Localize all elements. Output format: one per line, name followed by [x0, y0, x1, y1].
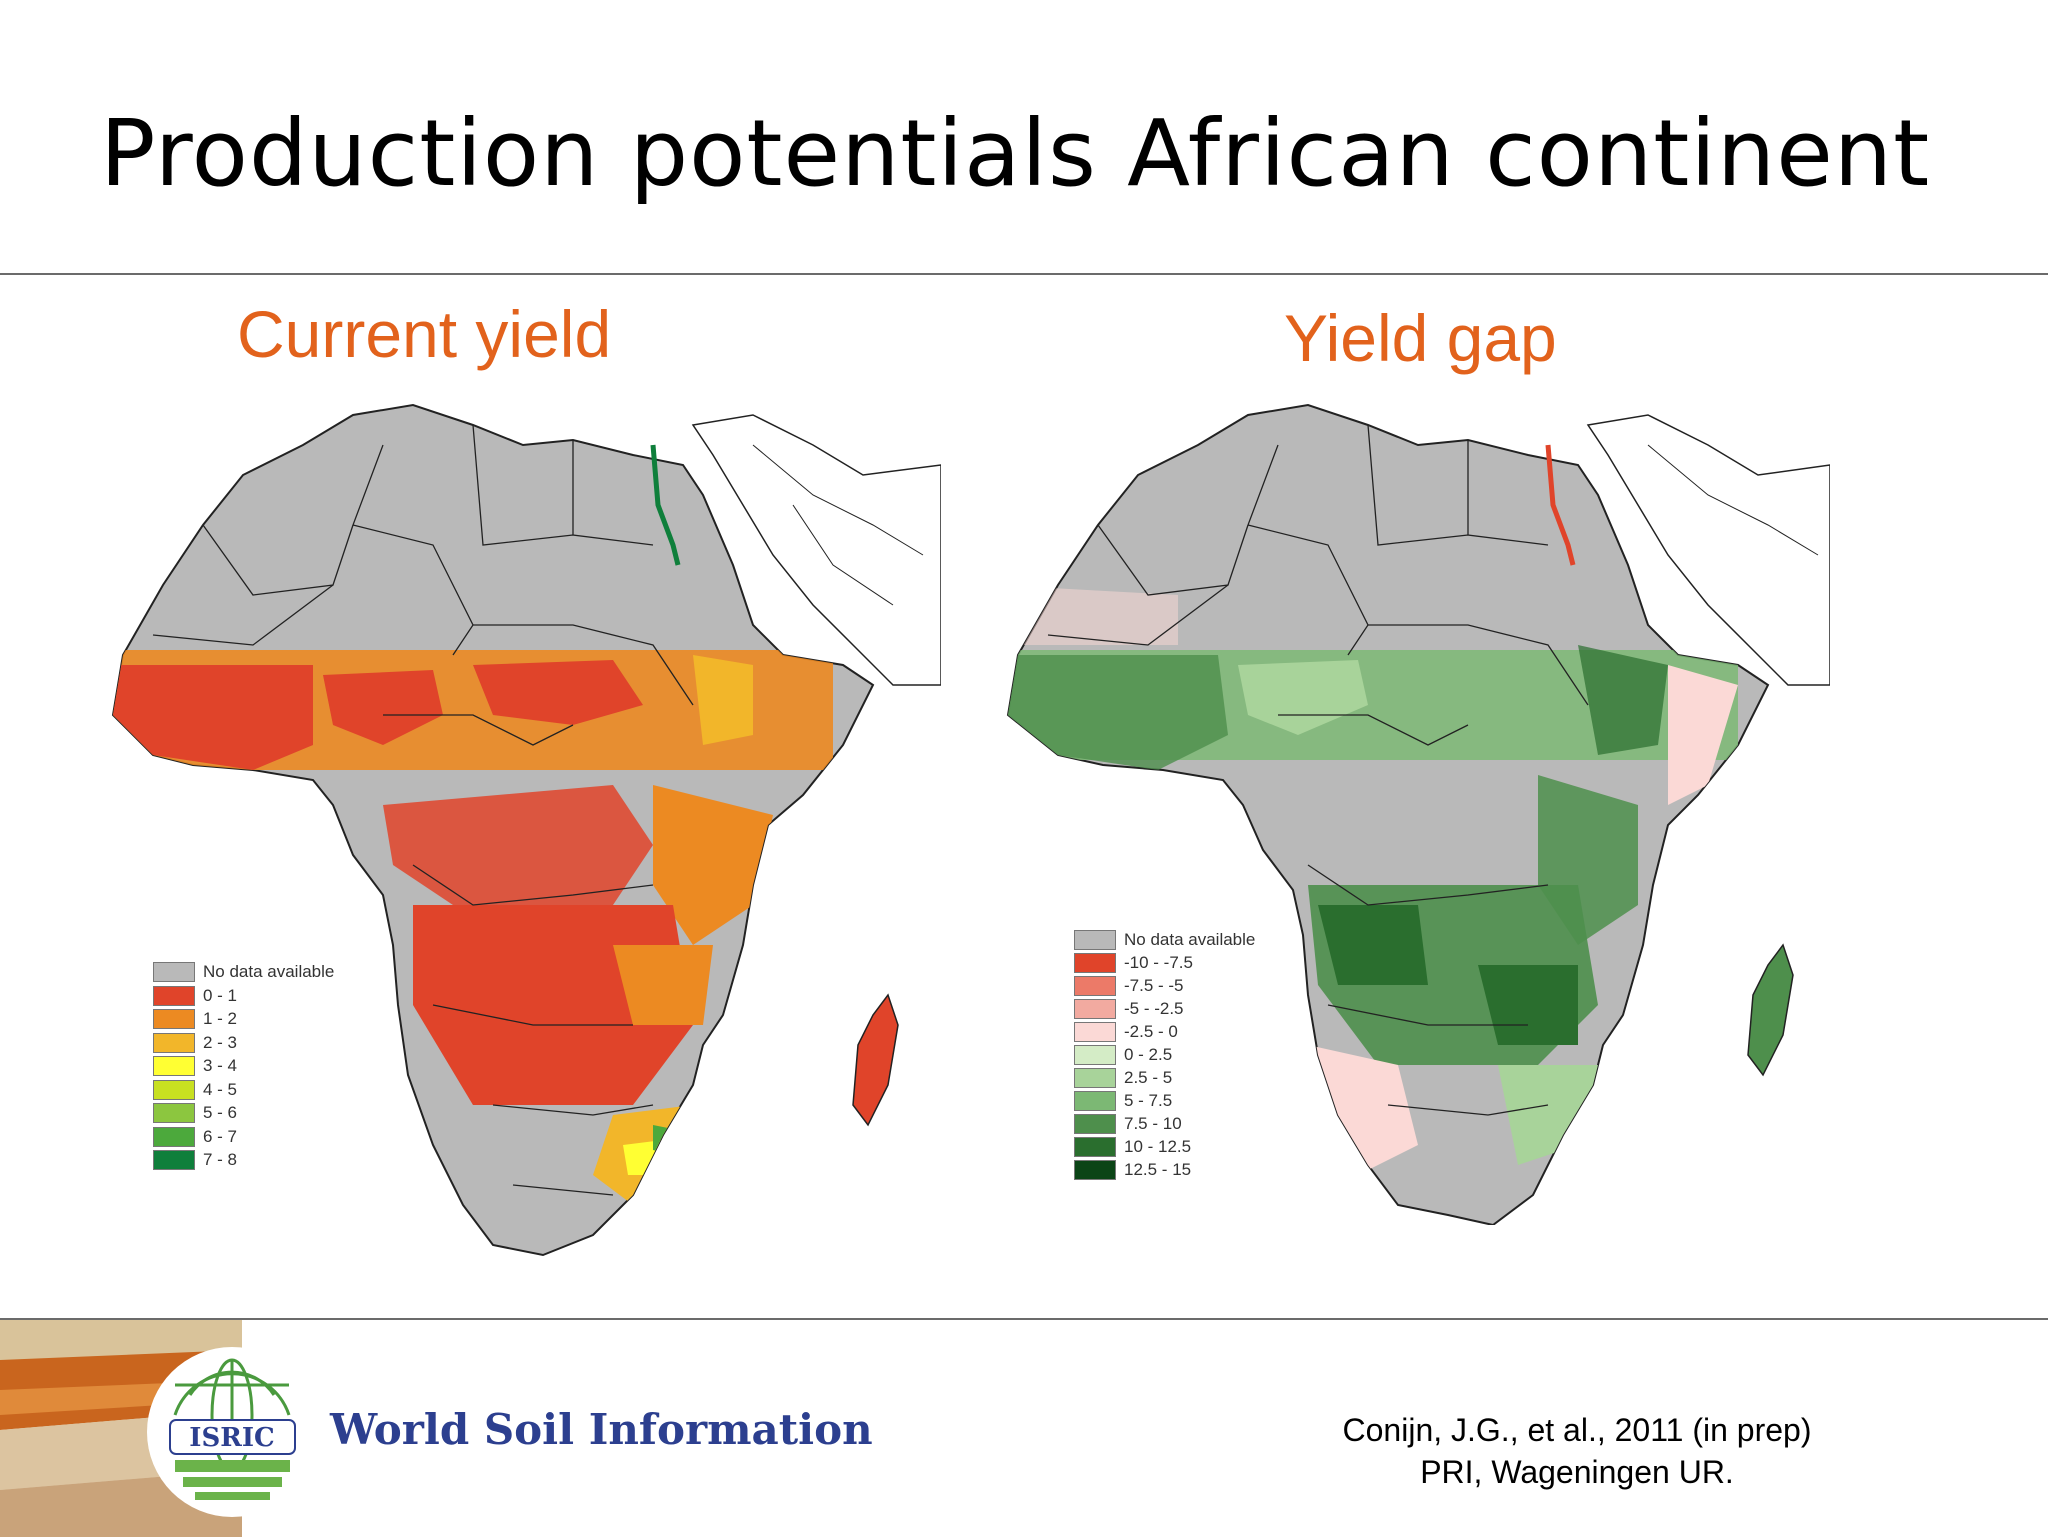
- legend-swatch: [1074, 930, 1116, 950]
- legend-label: 7 - 8: [203, 1150, 238, 1169]
- citation-line-1: Conijn, J.G., et al., 2011 (in prep): [1342, 1412, 1812, 1448]
- legend-swatch: [153, 1103, 195, 1123]
- arabian-peninsula-outline: [691, 414, 941, 686]
- legend-swatch: [153, 1150, 195, 1170]
- legend-label: -2.5 - 0: [1124, 1022, 1178, 1041]
- legend-label: 5 - 6: [203, 1103, 238, 1122]
- legend-label: 12.5 - 15: [1124, 1160, 1192, 1179]
- yield-region: [473, 660, 643, 725]
- yield-region: [613, 945, 713, 1025]
- legend-swatch: [1074, 1160, 1116, 1180]
- isric-logo: ISRIC: [147, 1347, 317, 1517]
- yield-gap-map: [978, 385, 1830, 1225]
- current-yield-map: [53, 385, 941, 1265]
- legend-swatch: [153, 1032, 195, 1053]
- citation-line-2: PRI, Wageningen UR.: [1420, 1454, 1734, 1490]
- border-line: [752, 444, 924, 556]
- legend-swatch: [153, 985, 195, 1006]
- right-panel-title: Yield gap: [1284, 301, 1557, 375]
- legend-label: 2 - 3: [203, 1032, 238, 1052]
- legend-swatch: [1074, 999, 1116, 1019]
- border-line: [792, 504, 894, 606]
- gap-region: [1578, 645, 1668, 755]
- legend-swatch: [1074, 1091, 1116, 1111]
- gap-region: [1238, 660, 1368, 735]
- legend-label: 0 - 1: [203, 985, 238, 1005]
- nile-valley: [650, 444, 681, 566]
- legend-label: -7.5 - -5: [1124, 976, 1184, 995]
- legend-label: 6 - 7: [203, 1126, 238, 1146]
- current-yield-legend: No data available 0 - 1 1 - 2 2 - 3 3 - 4 4 -…: [153, 962, 413, 1177]
- arabian-peninsula-outline: [1586, 414, 1830, 686]
- legend-label: No data available: [1124, 930, 1256, 949]
- gap-region: [1318, 905, 1428, 985]
- legend-swatch: [153, 962, 195, 982]
- left-panel-title: Current yield: [237, 297, 612, 371]
- legend-label: 1 - 2: [203, 1009, 238, 1028]
- legend-label: -5 - -2.5: [1124, 999, 1184, 1018]
- title-divider: [0, 273, 2048, 275]
- legend-swatch: [153, 1079, 195, 1100]
- madagascar: [1747, 943, 1794, 1077]
- footer-divider: [0, 1318, 2048, 1320]
- legend-swatch: [153, 1009, 195, 1029]
- gap-region: [1668, 665, 1738, 805]
- brand-name: World Soil Information: [330, 1405, 873, 1454]
- yield-gap-legend: No data available -10 - -7.5 -7.5 - -5 -5 -…: [1074, 930, 1334, 1180]
- border-line: [1647, 444, 1819, 556]
- yield-region: [323, 670, 443, 745]
- legend-label: 3 - 4: [203, 1056, 238, 1075]
- legend-label: 10 - 12.5: [1124, 1137, 1192, 1156]
- yield-region: [653, 785, 773, 945]
- legend-label: No data available: [203, 962, 335, 981]
- legend-label: 5 - 7.5: [1124, 1091, 1173, 1110]
- legend-label: 0 - 2.5: [1124, 1045, 1173, 1064]
- legend-swatch: [1074, 976, 1116, 996]
- yield-region: [693, 655, 753, 745]
- yield-region: [653, 1125, 678, 1155]
- gap-region: [1308, 1045, 1418, 1175]
- legend-swatch: [1074, 953, 1116, 973]
- legend-swatch: [1074, 1045, 1116, 1065]
- legend-label: -10 - -7.5: [1124, 953, 1193, 972]
- legend-label: 4 - 5: [203, 1079, 238, 1099]
- legend-swatch: [1074, 1137, 1116, 1157]
- legend-swatch: [1074, 1068, 1116, 1088]
- logo-badge-text: ISRIC: [189, 1423, 274, 1453]
- legend-swatch: [1074, 1022, 1116, 1042]
- legend-label: 7.5 - 10: [1124, 1114, 1182, 1133]
- madagascar: [852, 993, 899, 1127]
- nile-valley: [1545, 444, 1576, 566]
- legend-label: 2.5 - 5: [1124, 1068, 1173, 1087]
- country-borders: [1047, 424, 1589, 1116]
- slide-title: Production potentials African continent: [100, 100, 1931, 207]
- legend-swatch: [153, 1126, 195, 1147]
- legend-swatch: [1074, 1114, 1116, 1134]
- legend-swatch: [153, 1056, 195, 1076]
- yield-region: [383, 785, 653, 905]
- country-borders: [152, 424, 694, 1196]
- gap-region: [1008, 655, 1228, 770]
- yield-region: [113, 665, 313, 770]
